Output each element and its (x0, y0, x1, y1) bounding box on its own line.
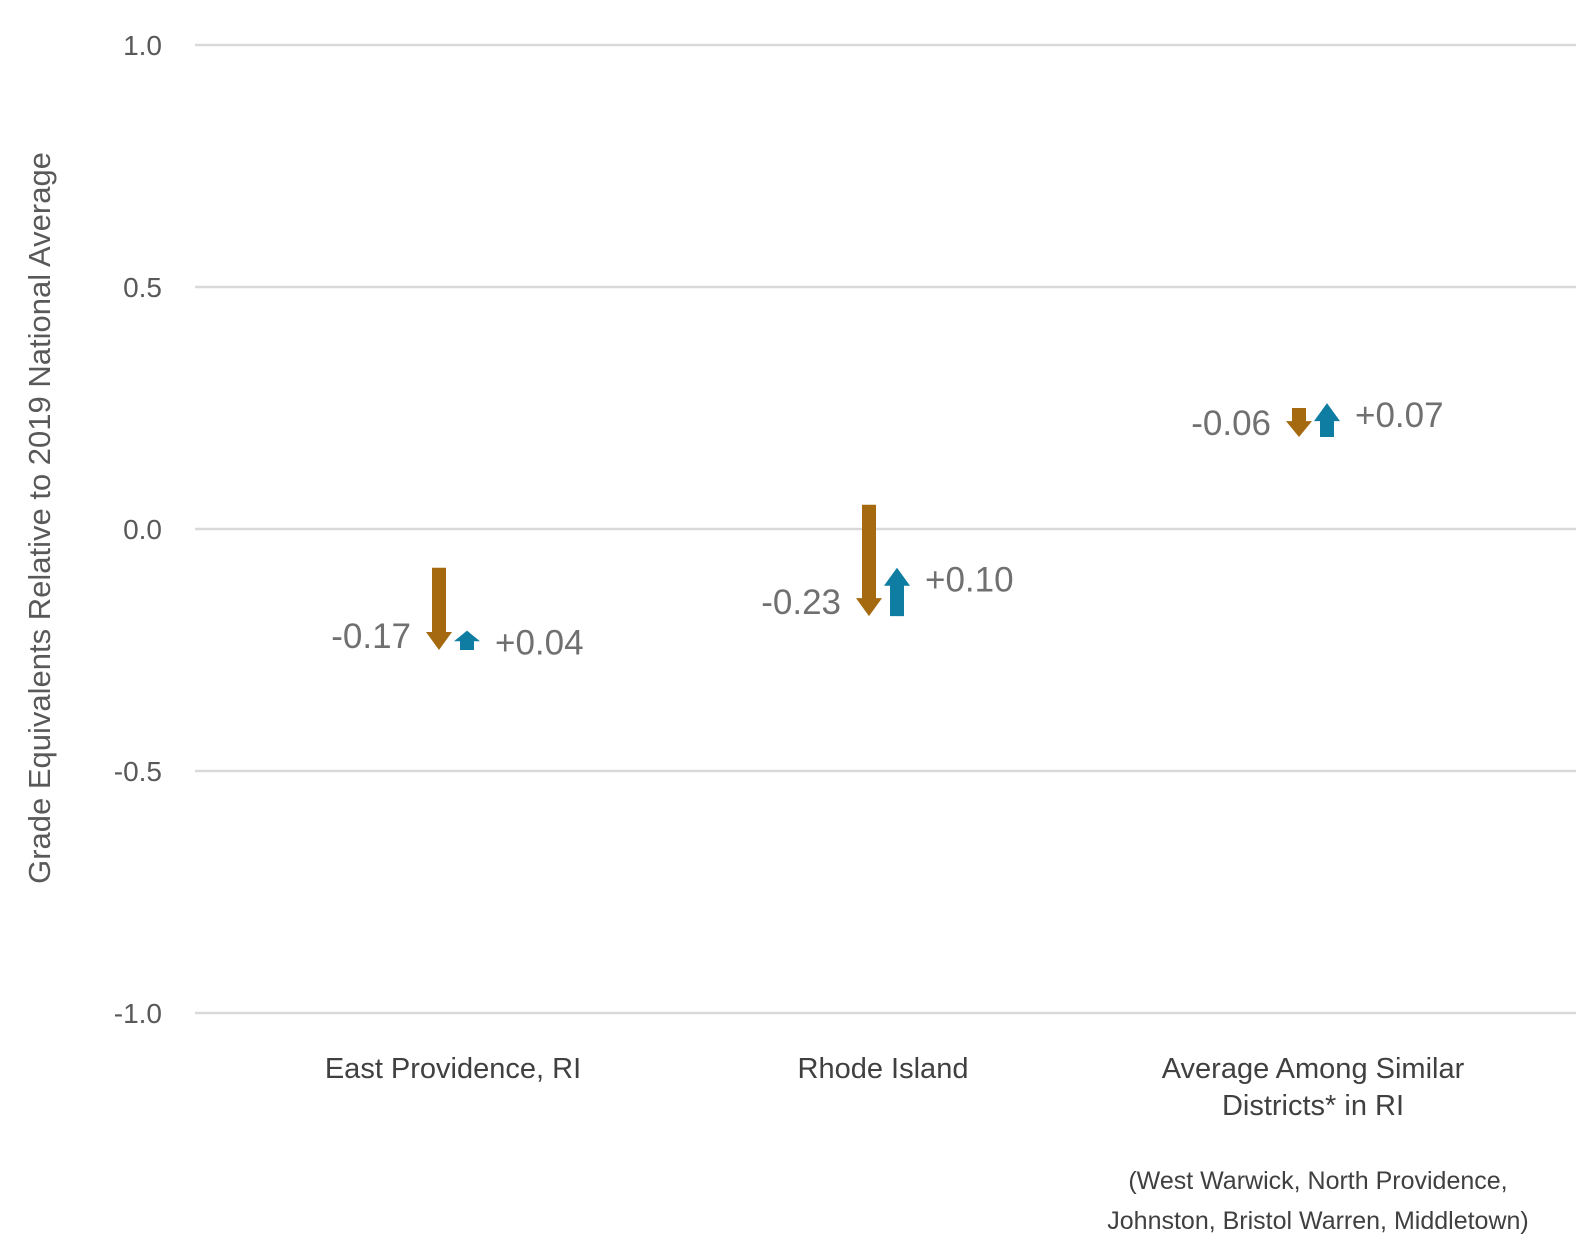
gridlines (195, 43, 1576, 1015)
footnote: (West Warwick, North Providence, Johnston… (1107, 1167, 1528, 1235)
decline-value-label: -0.23 (761, 583, 841, 622)
decline-value-label: -0.17 (331, 617, 411, 656)
y-tick-label: 0.0 (123, 514, 162, 545)
footnote-line: Johnston, Bristol Warren, Middletown) (1107, 1207, 1528, 1235)
y-tick-label: 0.5 (123, 272, 162, 303)
category-labels: East Providence, RI Rhode Island Average A… (325, 1053, 1465, 1122)
category-label: East Providence, RI (325, 1053, 581, 1085)
footnote-line: (West Warwick, North Providence, (1128, 1167, 1507, 1195)
gain-value-label: +0.04 (495, 624, 584, 663)
category-label: Average Among Similar (1162, 1053, 1465, 1085)
gain-arrow (884, 567, 910, 617)
decline-arrow (1286, 408, 1312, 438)
y-axis-ticks: 1.0 0.5 0.0 -0.5 -1.0 (114, 30, 162, 1029)
y-tick-label: -1.0 (114, 998, 162, 1029)
decline-arrow (426, 567, 452, 650)
decline-value-label: -0.06 (1191, 404, 1271, 443)
y-tick-label: -0.5 (114, 756, 162, 787)
gain-value-label: +0.10 (925, 561, 1014, 600)
arrow-marks: -0.17 +0.04 -0.23 +0.10 -0.06 +0.07 (331, 396, 1443, 662)
y-axis-label: Grade Equivalents Relative to 2019 Natio… (22, 152, 57, 884)
gain-value-label: +0.07 (1355, 396, 1444, 435)
decline-arrow (856, 504, 882, 617)
category-label: Rhode Island (798, 1053, 969, 1085)
y-tick-label: 1.0 (123, 30, 162, 61)
category-label: Districts* in RI (1222, 1090, 1404, 1122)
gain-arrow (1314, 403, 1340, 438)
gain-arrow (454, 630, 480, 650)
